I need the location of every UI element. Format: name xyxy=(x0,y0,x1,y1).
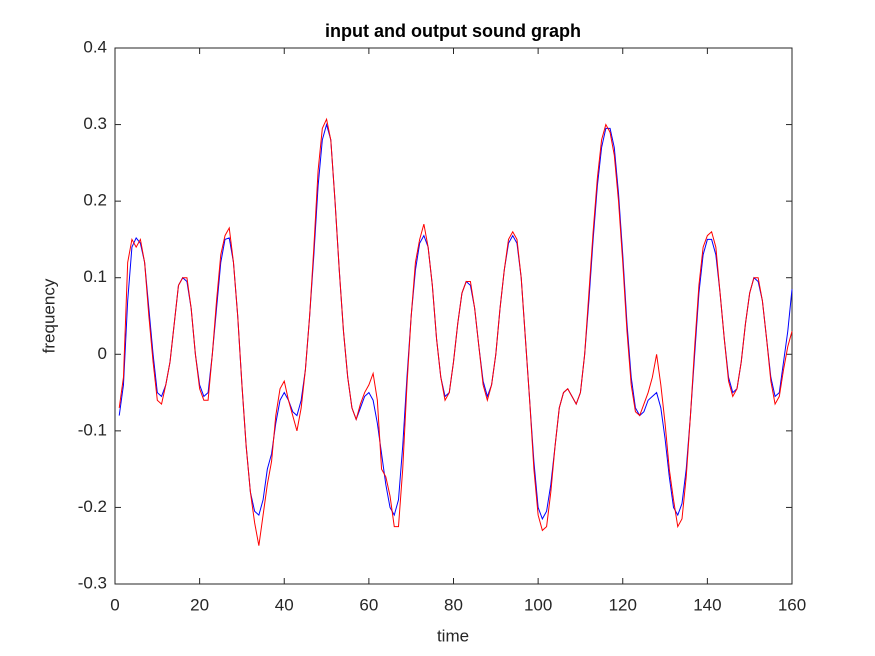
y-tick-label: 0 xyxy=(98,344,107,363)
chart-title: input and output sound graph xyxy=(325,21,581,41)
x-tick-label: 100 xyxy=(524,595,552,614)
y-tick-label: -0.1 xyxy=(78,420,107,439)
x-tick-label: 20 xyxy=(190,595,209,614)
y-tick-label: 0.4 xyxy=(83,37,107,56)
x-tick-label: 0 xyxy=(110,595,119,614)
x-tick-label: 140 xyxy=(693,595,721,614)
x-tick-label: 160 xyxy=(778,595,806,614)
y-tick-label: -0.2 xyxy=(78,497,107,516)
x-axis-label: time xyxy=(437,626,469,645)
data-line xyxy=(118,117,793,546)
y-tick-label: 0.2 xyxy=(83,191,107,210)
x-tick-label: 120 xyxy=(609,595,637,614)
x-tick-label: 80 xyxy=(444,595,463,614)
x-tick-label: 40 xyxy=(275,595,294,614)
x-tick-label: 60 xyxy=(359,595,378,614)
y-tick-label: -0.3 xyxy=(78,573,107,592)
y-tick-label: 0.3 xyxy=(83,114,107,133)
y-tick-label: 0.1 xyxy=(83,267,107,286)
y-axis-label: frequency xyxy=(39,278,58,353)
